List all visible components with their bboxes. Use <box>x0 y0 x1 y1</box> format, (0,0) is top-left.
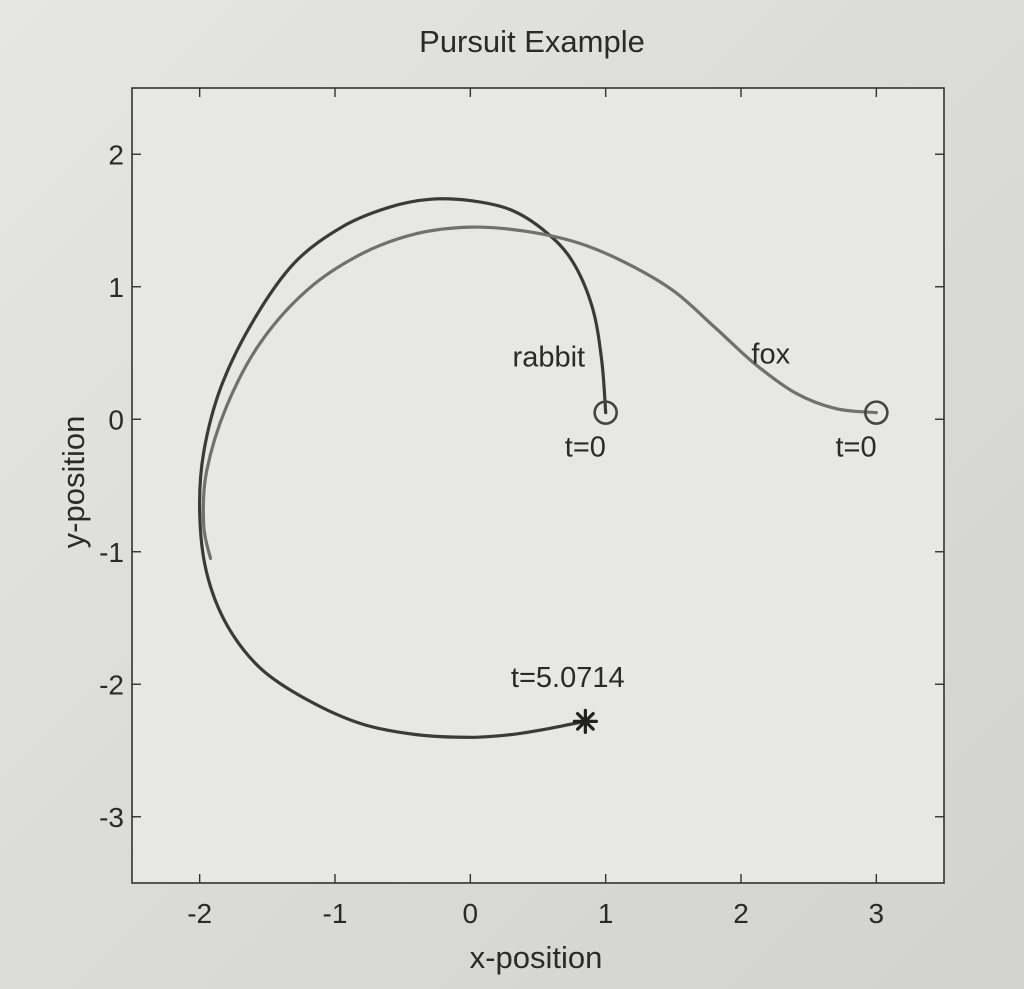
x-tick-label: 1 <box>598 898 614 929</box>
label-capture-time: t=5.0714 <box>511 662 625 694</box>
chart-title: Pursuit Example <box>419 24 645 59</box>
x-tick-label: 3 <box>869 898 885 929</box>
series-rabbit-line <box>197 197 608 739</box>
rabbit-start-marker <box>593 400 618 425</box>
x-tick-label: -2 <box>187 898 212 929</box>
fox-start-marker <box>864 400 889 425</box>
label-rabbit: rabbit <box>513 341 586 373</box>
series-layer <box>197 197 878 739</box>
annotation-layer: rabbit fox t=0 t=0 t=5.0714 <box>511 339 877 694</box>
y-tick-label: 1 <box>108 272 124 303</box>
y-tick-label: 2 <box>108 139 124 170</box>
label-rabbit-t0: t=0 <box>565 431 606 463</box>
x-tick-label: -1 <box>323 898 348 929</box>
x-tick-label: 0 <box>463 898 479 929</box>
y-tick-label: -3 <box>99 802 124 833</box>
x-axis-label: x-position <box>470 940 603 975</box>
y-tick-label: -1 <box>99 537 124 568</box>
tick-layer: -2 -1 0 1 2 3 2 1 0 -1 -2 -3 <box>99 88 944 929</box>
label-fox-t0: t=0 <box>835 431 876 463</box>
plot-frame <box>131 87 945 884</box>
label-fox: fox <box>751 339 790 371</box>
series-fox-line <box>201 225 878 560</box>
marker-layer <box>572 400 889 734</box>
y-tick-label: -2 <box>99 669 124 700</box>
x-tick-label: 2 <box>733 898 749 929</box>
y-tick-label: 0 <box>108 404 124 435</box>
capture-point-marker <box>572 708 598 734</box>
y-axis-label: y-position <box>56 416 91 549</box>
